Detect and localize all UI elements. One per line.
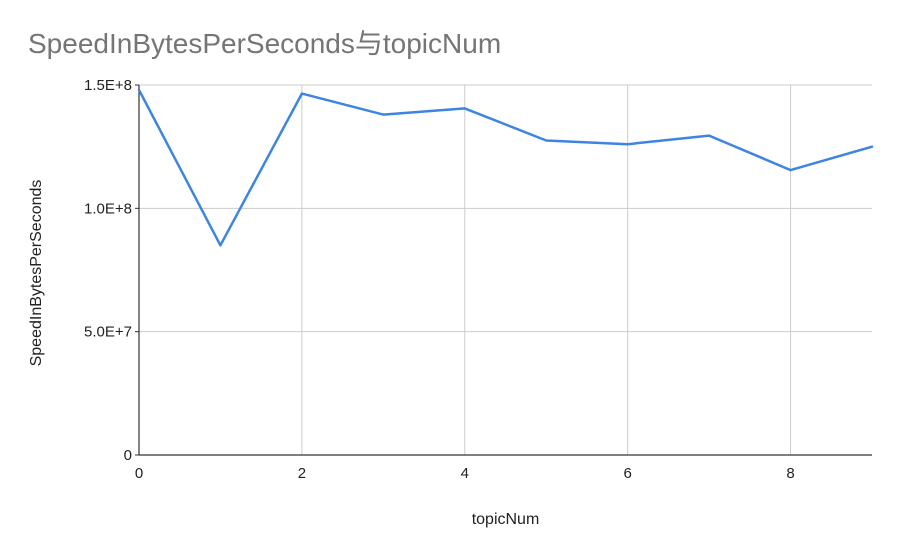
data-point	[543, 138, 549, 144]
grid-layer	[139, 84, 872, 455]
axis-layer	[135, 84, 872, 456]
label-layer: 0 5.0E+7 1.0E+8 1.5E+8 0 2 4 6 8	[84, 77, 795, 482]
x-tick-label: 8	[786, 465, 794, 482]
y-tick-label: 1.5E+8	[84, 77, 132, 94]
data-point	[217, 242, 223, 248]
y-tick-label: 0	[124, 447, 132, 464]
data-point	[869, 144, 875, 150]
series-line	[137, 88, 874, 247]
x-tick-label: 6	[623, 465, 631, 482]
y-axis-title: SpeedInBytesPerSeconds	[28, 180, 45, 367]
y-tick-label: 5.0E+7	[84, 324, 132, 341]
series-layer	[136, 87, 875, 248]
x-tick-label: 2	[298, 465, 306, 482]
y-tick-label: 1.0E+8	[84, 200, 132, 217]
data-point	[462, 105, 468, 111]
x-tick-label: 0	[135, 465, 143, 482]
x-tick-label: 4	[461, 465, 469, 482]
chart-title: SpeedInBytesPerSeconds与topicNum	[28, 28, 502, 59]
x-axis-title: topicNum	[472, 511, 540, 528]
data-point	[136, 87, 142, 93]
data-point	[788, 167, 794, 173]
data-point	[706, 133, 712, 139]
data-point	[380, 112, 386, 118]
data-point	[299, 91, 305, 97]
data-point	[625, 141, 631, 147]
